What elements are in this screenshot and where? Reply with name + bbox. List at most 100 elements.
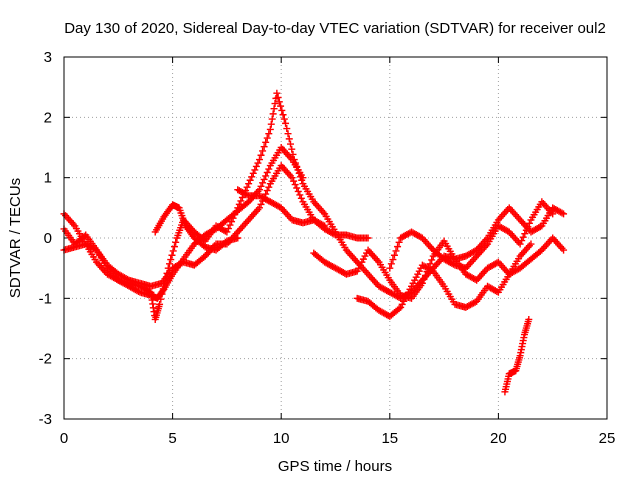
- data-point: [266, 125, 274, 133]
- data-point: [278, 106, 286, 114]
- data-point: [288, 145, 296, 153]
- data-point: [234, 204, 242, 212]
- data-point: [268, 115, 276, 123]
- data-point: [295, 169, 303, 177]
- data-point: [294, 187, 302, 195]
- y-tick-label: -1: [39, 290, 52, 307]
- data-point: [493, 259, 501, 267]
- data-point: [270, 105, 278, 113]
- data-point: [321, 222, 329, 230]
- data-point: [263, 134, 271, 142]
- data-point: [387, 260, 395, 268]
- data-point: [293, 184, 301, 192]
- axis-ticks: 0 5 10 15 20 25 -3 -2 -1 0 1 2 3: [39, 49, 616, 447]
- data-point: [248, 173, 256, 181]
- data-point: [169, 247, 177, 255]
- data-point: [449, 260, 457, 268]
- data-point: [471, 275, 479, 283]
- data-point: [392, 247, 400, 255]
- data-point: [224, 225, 232, 233]
- y-tick-label: -2: [39, 351, 52, 368]
- data-point: [283, 125, 291, 133]
- data-point: [259, 147, 267, 155]
- data-point: [394, 243, 402, 251]
- y-axis-label: SDTVAR / TECUs: [7, 178, 24, 298]
- data-point: [113, 275, 121, 283]
- data-point: [262, 138, 270, 146]
- data-point: [275, 98, 283, 106]
- data-point: [558, 209, 566, 217]
- data-point: [257, 182, 265, 190]
- data-point: [170, 243, 178, 251]
- data-point: [277, 102, 285, 110]
- data-point: [271, 100, 279, 108]
- series-trace-c: [60, 162, 372, 290]
- data-point: [231, 211, 239, 219]
- y-tick-label: 2: [44, 109, 52, 126]
- data-point: [285, 135, 293, 143]
- series-trace-e: [151, 201, 242, 254]
- data-point: [291, 181, 299, 189]
- data-point: [251, 166, 259, 174]
- data-point: [527, 240, 535, 248]
- series-trace-f: [310, 237, 535, 302]
- data-point: [293, 162, 301, 170]
- data-point: [157, 295, 165, 303]
- data-point: [257, 200, 265, 208]
- data-point: [243, 183, 251, 191]
- data-point: [156, 300, 164, 308]
- x-tick-label: 0: [60, 430, 68, 447]
- x-tick-label: 25: [599, 430, 616, 447]
- data-point: [259, 179, 267, 187]
- data-point: [234, 234, 242, 242]
- data-point: [232, 207, 240, 215]
- data-point: [167, 256, 175, 264]
- data-point: [522, 226, 530, 234]
- y-tick-label: -3: [39, 411, 52, 428]
- data-point: [549, 210, 557, 218]
- data-point: [524, 223, 532, 231]
- data-point: [516, 240, 524, 248]
- data-point: [267, 120, 275, 128]
- data-point: [254, 159, 262, 167]
- data-point: [289, 150, 297, 158]
- data-point: [265, 130, 273, 138]
- data-point: [282, 119, 290, 127]
- y-tick-label: 0: [44, 230, 52, 247]
- data-point: [229, 214, 237, 222]
- series-trace-i: [501, 315, 533, 396]
- data-point: [263, 187, 271, 195]
- data-point: [235, 200, 243, 208]
- data-point: [421, 271, 429, 279]
- data-point: [260, 175, 268, 183]
- data-point: [172, 238, 180, 246]
- data-point: [395, 238, 403, 246]
- data-point: [200, 236, 208, 244]
- data-point: [294, 166, 302, 174]
- data-point: [525, 219, 533, 227]
- data-point: [330, 230, 338, 238]
- data-point: [249, 169, 257, 177]
- data-point: [262, 172, 270, 180]
- data-point: [243, 191, 251, 199]
- y-tick-label: 3: [44, 49, 52, 66]
- data-point: [296, 173, 304, 181]
- data-point: [296, 191, 304, 199]
- data-point: [255, 186, 263, 194]
- data-point: [297, 194, 305, 202]
- series-trace-d: [234, 186, 329, 230]
- x-tick-label: 10: [273, 430, 290, 447]
- data-point: [279, 111, 287, 119]
- data-point: [287, 140, 295, 148]
- data-point: [257, 151, 265, 159]
- data-point: [291, 159, 299, 167]
- data-point: [521, 230, 529, 238]
- data-point: [260, 143, 268, 151]
- data-point: [536, 223, 544, 231]
- data-point: [525, 315, 533, 323]
- data-point: [280, 115, 288, 123]
- data-point: [265, 183, 273, 191]
- data-point: [269, 110, 277, 118]
- x-tick-label: 20: [490, 430, 507, 447]
